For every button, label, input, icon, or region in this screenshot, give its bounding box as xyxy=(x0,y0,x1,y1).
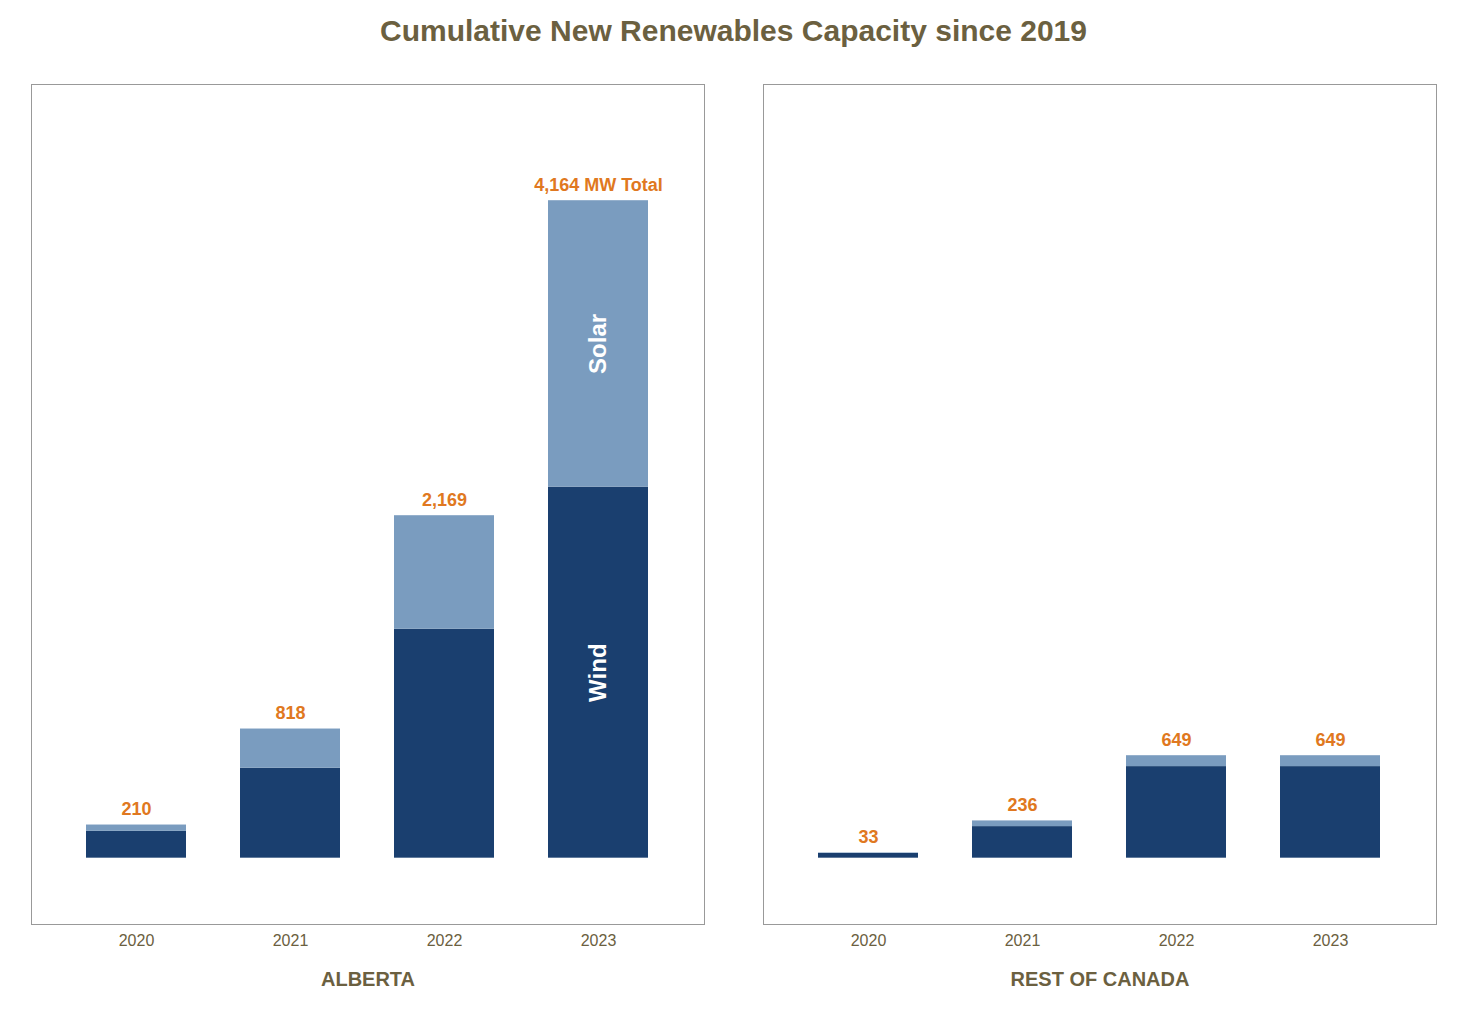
svg-text:ALBERTA: ALBERTA xyxy=(321,968,415,990)
svg-text:2023: 2023 xyxy=(581,932,617,949)
svg-text:REST OF CANADA: REST OF CANADA xyxy=(1011,968,1190,990)
svg-text:2020: 2020 xyxy=(851,932,887,949)
svg-text:210: 210 xyxy=(121,799,151,819)
svg-text:2021: 2021 xyxy=(1005,932,1041,949)
svg-text:2023: 2023 xyxy=(1313,932,1349,949)
svg-text:4,164 MW Total: 4,164 MW Total xyxy=(534,175,663,195)
svg-text:236: 236 xyxy=(1007,795,1037,815)
svg-text:2020: 2020 xyxy=(119,932,155,949)
svg-text:Solar: Solar xyxy=(584,314,611,374)
svg-text:2,169: 2,169 xyxy=(422,490,467,510)
svg-text:2022: 2022 xyxy=(427,932,463,949)
html-text:Cumulative New Renewables Capa: Cumulative New Renewables Capacity since… xyxy=(380,14,1087,47)
svg-text:2021: 2021 xyxy=(273,932,309,949)
svg-text:2022: 2022 xyxy=(1159,932,1195,949)
svg-text:649: 649 xyxy=(1315,730,1345,750)
svg-text:818: 818 xyxy=(275,703,305,723)
svg-text:33: 33 xyxy=(858,827,878,847)
svg-text:649: 649 xyxy=(1161,730,1191,750)
svg-text:Wind: Wind xyxy=(584,643,611,701)
